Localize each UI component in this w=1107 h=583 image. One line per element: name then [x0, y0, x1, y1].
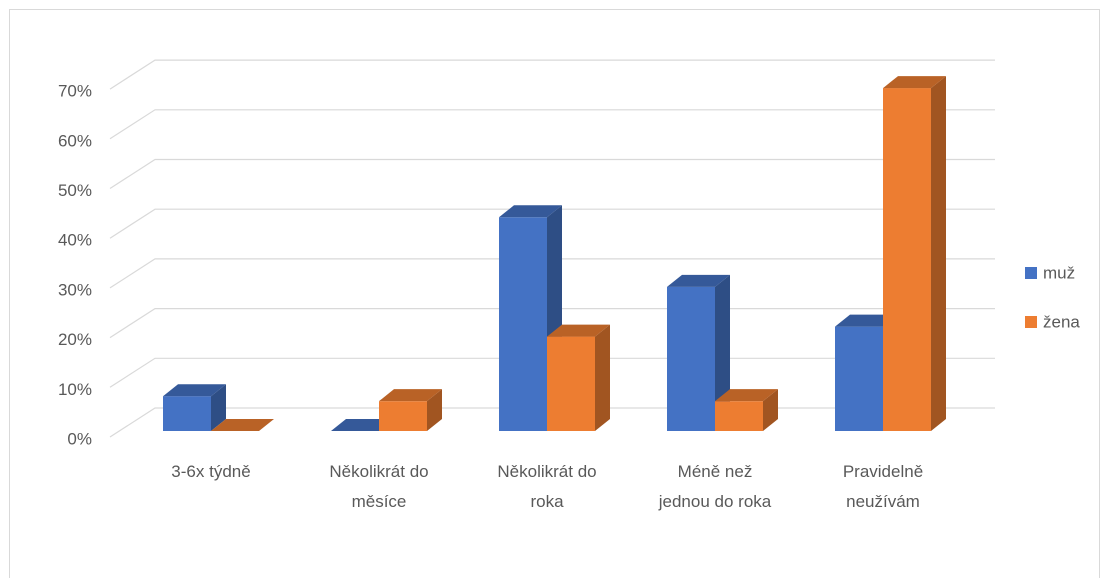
bar-side	[931, 76, 946, 431]
y-tick-label: 30%	[58, 280, 92, 299]
bar-top	[163, 384, 226, 397]
grid-line	[109, 208, 995, 239]
y-tick-label: 50%	[58, 181, 92, 200]
bar-front	[547, 336, 595, 431]
bar-side	[427, 389, 442, 431]
bar	[211, 419, 274, 431]
bar-side	[211, 384, 226, 431]
bar-side	[763, 389, 778, 431]
x-tick-label: 3-6x týdně	[171, 462, 250, 481]
grid-line	[109, 158, 995, 190]
legend-label: žena	[1043, 312, 1080, 331]
grid-line	[109, 59, 995, 90]
bar	[667, 274, 730, 431]
bar-top	[499, 205, 562, 218]
x-tick-label: Méně než jednou do roka	[658, 462, 772, 511]
bar-top	[667, 274, 730, 287]
bar-top	[883, 76, 946, 89]
bar-front	[667, 286, 715, 431]
x-tick-line: jednou do roka	[658, 492, 772, 511]
legend-swatch	[1025, 316, 1037, 328]
x-tick-line: Méně než	[678, 462, 753, 481]
y-tick-label: 70%	[58, 82, 92, 101]
grid-line	[109, 109, 995, 140]
bar-front	[499, 217, 547, 431]
bar-top	[379, 389, 442, 402]
bar-top	[835, 314, 898, 327]
y-tick-label: 40%	[58, 231, 92, 250]
bar	[547, 324, 610, 431]
bar	[163, 384, 226, 431]
x-tick-label: Několikrát do měsíce	[329, 462, 428, 511]
bar	[331, 419, 394, 431]
bar-side	[715, 274, 730, 431]
bar-front	[379, 401, 427, 431]
x-tick-line: 3-6x týdně	[171, 462, 250, 481]
x-tick-line: roka	[530, 492, 564, 511]
x-tick-line: Pravidelně	[843, 462, 923, 481]
bar	[715, 389, 778, 431]
y-tick-label: 20%	[58, 330, 92, 349]
bar	[379, 389, 442, 431]
legend-label: muž	[1043, 263, 1075, 282]
bar-front	[163, 396, 211, 431]
grid-line	[109, 258, 995, 289]
bar-top	[547, 324, 610, 337]
bar-front	[835, 326, 883, 431]
x-tick-label: Pravidelně neužívám	[843, 462, 923, 511]
legend-swatch	[1025, 267, 1037, 279]
bar-side	[595, 324, 610, 431]
bar-top	[715, 389, 778, 402]
x-tick-line: Několikrát do	[329, 462, 428, 481]
bar-front	[715, 401, 763, 431]
y-tick-label: 0%	[67, 429, 92, 448]
x-tick-label: Několikrát do roka	[497, 462, 596, 511]
bar-front	[883, 88, 931, 431]
bar	[883, 76, 946, 431]
x-tick-line: neužívám	[846, 492, 920, 511]
y-tick-label: 10%	[58, 380, 92, 399]
bar-top	[331, 419, 394, 431]
x-tick-line: Několikrát do	[497, 462, 596, 481]
x-tick-line: měsíce	[352, 492, 407, 511]
bar-top	[211, 419, 274, 431]
y-tick-label: 60%	[58, 131, 92, 150]
